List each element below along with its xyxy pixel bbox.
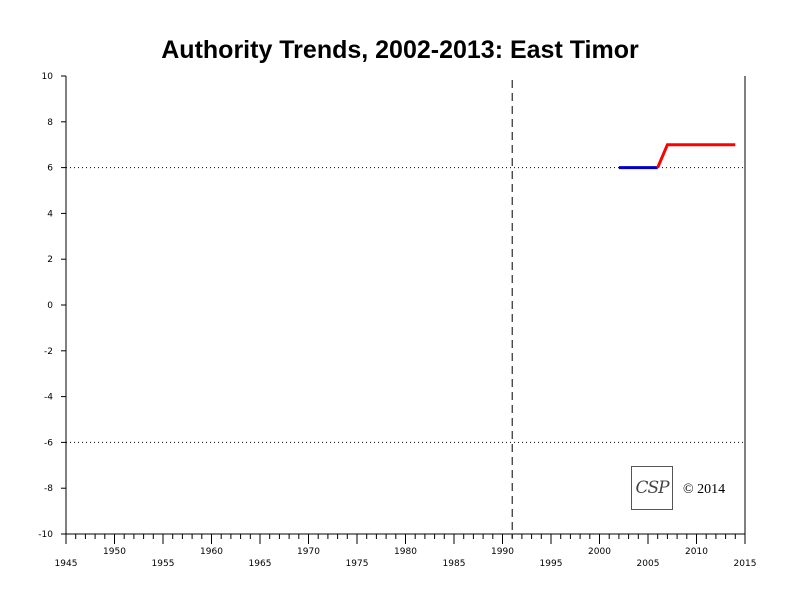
x-tick-label: 1985	[443, 559, 466, 569]
y-tick-label: 6	[47, 164, 53, 174]
y-tick-label: -2	[44, 347, 53, 357]
x-tick-label: 2015	[734, 559, 757, 569]
x-tick-label: 1970	[297, 547, 320, 557]
y-tick-label: 10	[42, 72, 54, 82]
y-tick-label: 2	[47, 255, 53, 265]
y-tick-label: -8	[44, 484, 53, 494]
plot-area: 10 8 6 4 2 0 -2 -4 -6 -8 -10 1950 1960 1970 1980 1990 20…	[38, 72, 756, 569]
x-tick-label: 1955	[152, 559, 175, 569]
x-tick-label: 2010	[685, 547, 708, 557]
x-tick-label: 2005	[637, 559, 660, 569]
x-tick-label: 1965	[249, 559, 272, 569]
x-tick-label: 1945	[55, 559, 78, 569]
y-tick-label: 4	[47, 209, 53, 219]
y-tick-label: 8	[47, 118, 53, 128]
y-tick-label: 0	[47, 301, 53, 311]
x-tick-label: 1950	[103, 547, 126, 557]
x-tick-label: 1975	[346, 559, 369, 569]
x-tick-label: 1980	[394, 547, 417, 557]
y-tick-label: -10	[38, 530, 53, 540]
csp-logo-text: CSP	[635, 478, 669, 498]
x-tick-label: 1995	[540, 559, 563, 569]
y-tick-label: -4	[44, 393, 53, 403]
y-tick-label: -6	[44, 438, 53, 448]
x-tick-label: 2000	[588, 547, 611, 557]
x-tick-label: 1990	[491, 547, 514, 557]
csp-logo: CSP	[631, 466, 673, 510]
series-line	[656, 143, 736, 169]
copyright-text: © 2014	[683, 482, 726, 497]
chart-title: Authority Trends, 2002-2013: East Timor	[161, 36, 639, 64]
x-tick-label: 1960	[200, 547, 223, 557]
